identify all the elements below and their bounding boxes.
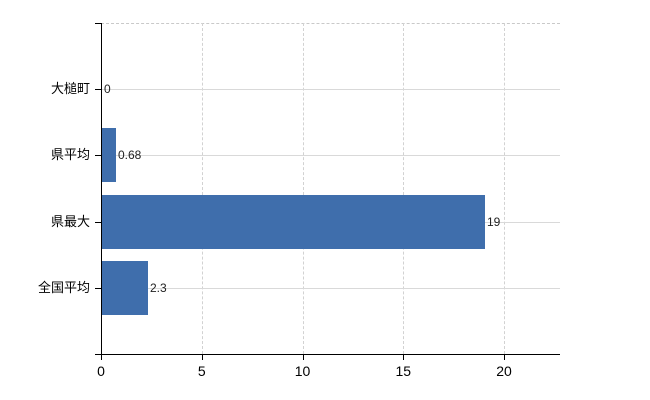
gridline-vertical	[403, 23, 405, 354]
y-axis-line	[101, 23, 102, 360]
x-tick-label: 20	[496, 363, 512, 379]
x-tick-mark	[201, 354, 203, 360]
category-tick-mark	[95, 155, 101, 156]
bar	[102, 128, 116, 182]
bar-value-label: 19	[487, 215, 501, 229]
y-axis-top-tick	[95, 23, 101, 24]
gridline-horizontal	[101, 288, 560, 289]
bar	[102, 195, 485, 249]
gridline-horizontal	[101, 155, 560, 156]
x-tick-label: 5	[197, 363, 206, 379]
category-tick-mark	[95, 288, 101, 289]
category-label: 大槌町	[50, 81, 90, 96]
category-label: 全国平均	[37, 280, 90, 295]
x-tick-mark	[302, 354, 304, 360]
x-tick-mark	[504, 354, 505, 360]
plot-top-border	[101, 23, 560, 24]
gridline-horizontal	[101, 89, 560, 90]
gridline-vertical	[302, 23, 304, 354]
category-tick-mark	[95, 89, 101, 90]
category-label: 県平均	[50, 147, 90, 162]
x-tick-mark	[403, 354, 405, 360]
gridline-vertical	[201, 23, 203, 354]
x-tick-label: 10	[294, 363, 311, 379]
category-label: 県最大	[50, 214, 90, 229]
bar	[102, 261, 148, 315]
bar-value-label: 0.68	[118, 148, 142, 162]
bar-value-label: 2.3	[150, 281, 167, 295]
gridline-vertical	[504, 23, 505, 354]
x-axis-line	[95, 354, 560, 355]
bar-value-label: 0	[104, 82, 111, 96]
category-tick-mark	[95, 222, 101, 223]
x-tick-label: 15	[395, 363, 412, 379]
x-tick-label: 0	[97, 363, 105, 379]
